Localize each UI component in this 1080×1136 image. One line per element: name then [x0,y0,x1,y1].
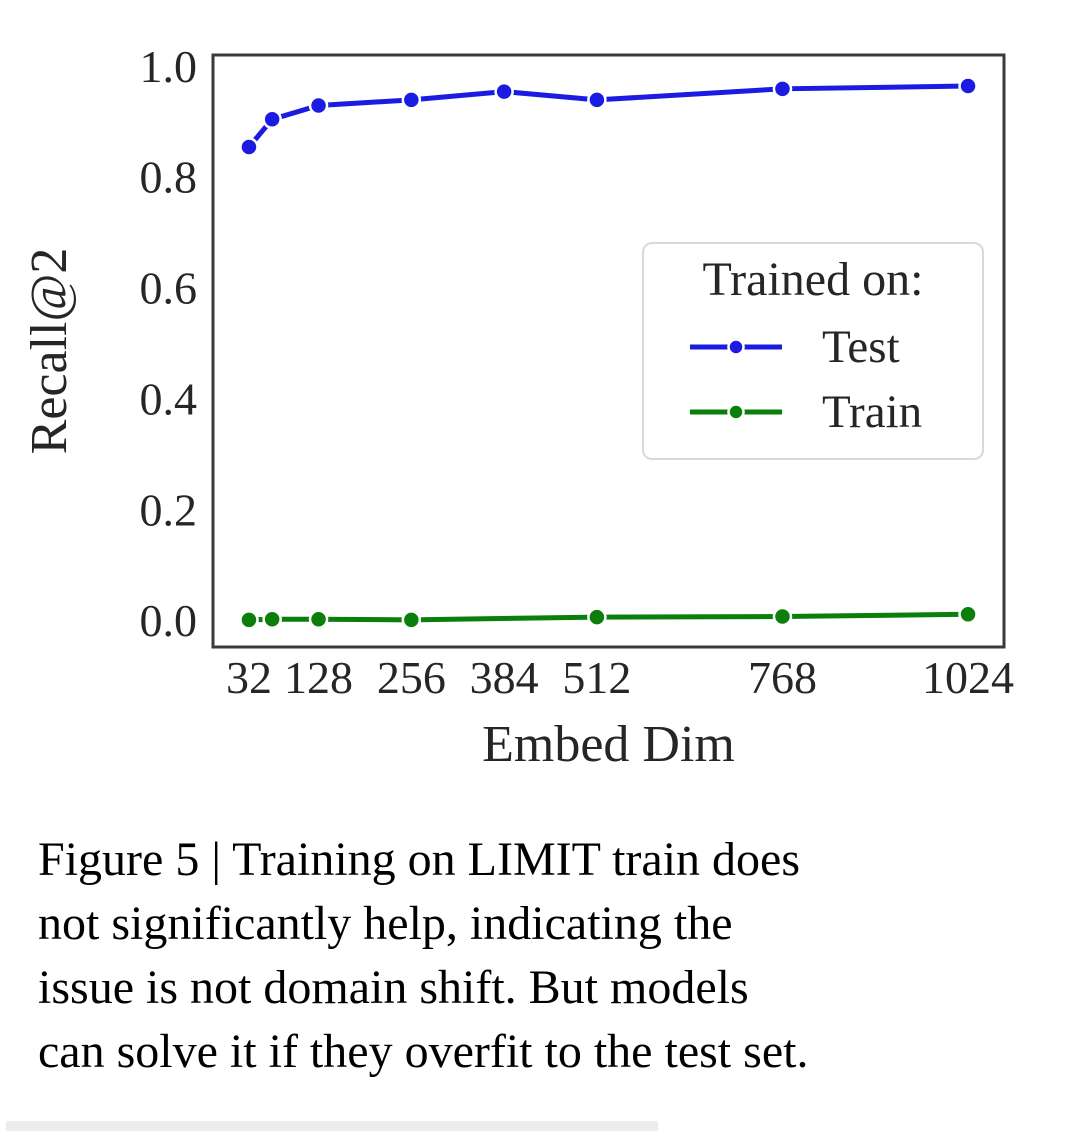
y-tick-label: 1.0 [140,41,198,92]
legend-title: Trained on: [702,253,924,306]
test-sample-marker [727,338,745,356]
test-marker [587,90,607,110]
y-tick-label: 0.0 [140,595,198,646]
test-marker [262,109,282,130]
test-line [246,83,971,150]
train-marker [239,610,259,630]
test-marker [772,79,793,99]
test-line-sample-icon [690,338,782,356]
test-marker [239,137,259,157]
test-marker [958,76,978,96]
legend-item-test: Test [688,321,982,373]
caption-line: Figure 5 | Training on LIMIT train does [38,833,801,886]
cropped-next-element [6,1121,658,1131]
y-tick-label: 0.2 [140,484,198,535]
y-tick-label: 0.8 [140,152,198,203]
plot-border [211,53,1006,649]
x-tick-label: 512 [562,652,631,703]
train-sample-marker [727,403,745,421]
caption-line: not significantly help, indicating the [38,897,733,950]
caption-line: can solve it if they overfit to the test… [38,1025,809,1078]
x-tick-label: 1024 [922,652,1014,703]
y-tick-label: 0.4 [140,373,198,424]
legend-label-test: Test [822,321,900,373]
train-marker [262,609,282,630]
x-tick-label: 384 [470,652,539,703]
x-tick-label: 768 [748,652,817,703]
x-axis-label: Embed Dim [482,716,735,773]
train-marker [308,609,329,630]
train-line-sample-icon [690,403,782,421]
test-marker [308,95,329,116]
chart-canvas: 0.0 0.2 0.4 0.6 0.8 1.0 32 128 256 384 512 768 1024 E… [21,41,1014,773]
train-marker [401,610,422,630]
test-marker [401,90,422,110]
y-axis-label: Recall@2 [21,248,78,455]
caption-line: issue is not domain shift. But models [38,961,749,1014]
train-marker [772,606,793,627]
figure-caption: Figure 5 | Training on LIMIT train does … [38,828,1080,1084]
x-tick-label: 32 [226,652,272,703]
recall-chart: 0.0 0.2 0.4 0.6 0.8 1.0 32 128 256 384 512 768 1024 E… [21,41,1014,773]
chart-legend: Trained on: Test Train [642,242,984,460]
legend-item-train: Train [688,386,982,438]
y-tick-label: 0.6 [140,263,198,314]
train-marker [587,607,607,627]
x-tick-label: 128 [284,652,353,703]
legend-label-train: Train [822,386,923,438]
train-marker [958,604,978,625]
test-marker [494,81,514,102]
x-tick-label: 256 [377,652,446,703]
train-line [246,611,971,623]
